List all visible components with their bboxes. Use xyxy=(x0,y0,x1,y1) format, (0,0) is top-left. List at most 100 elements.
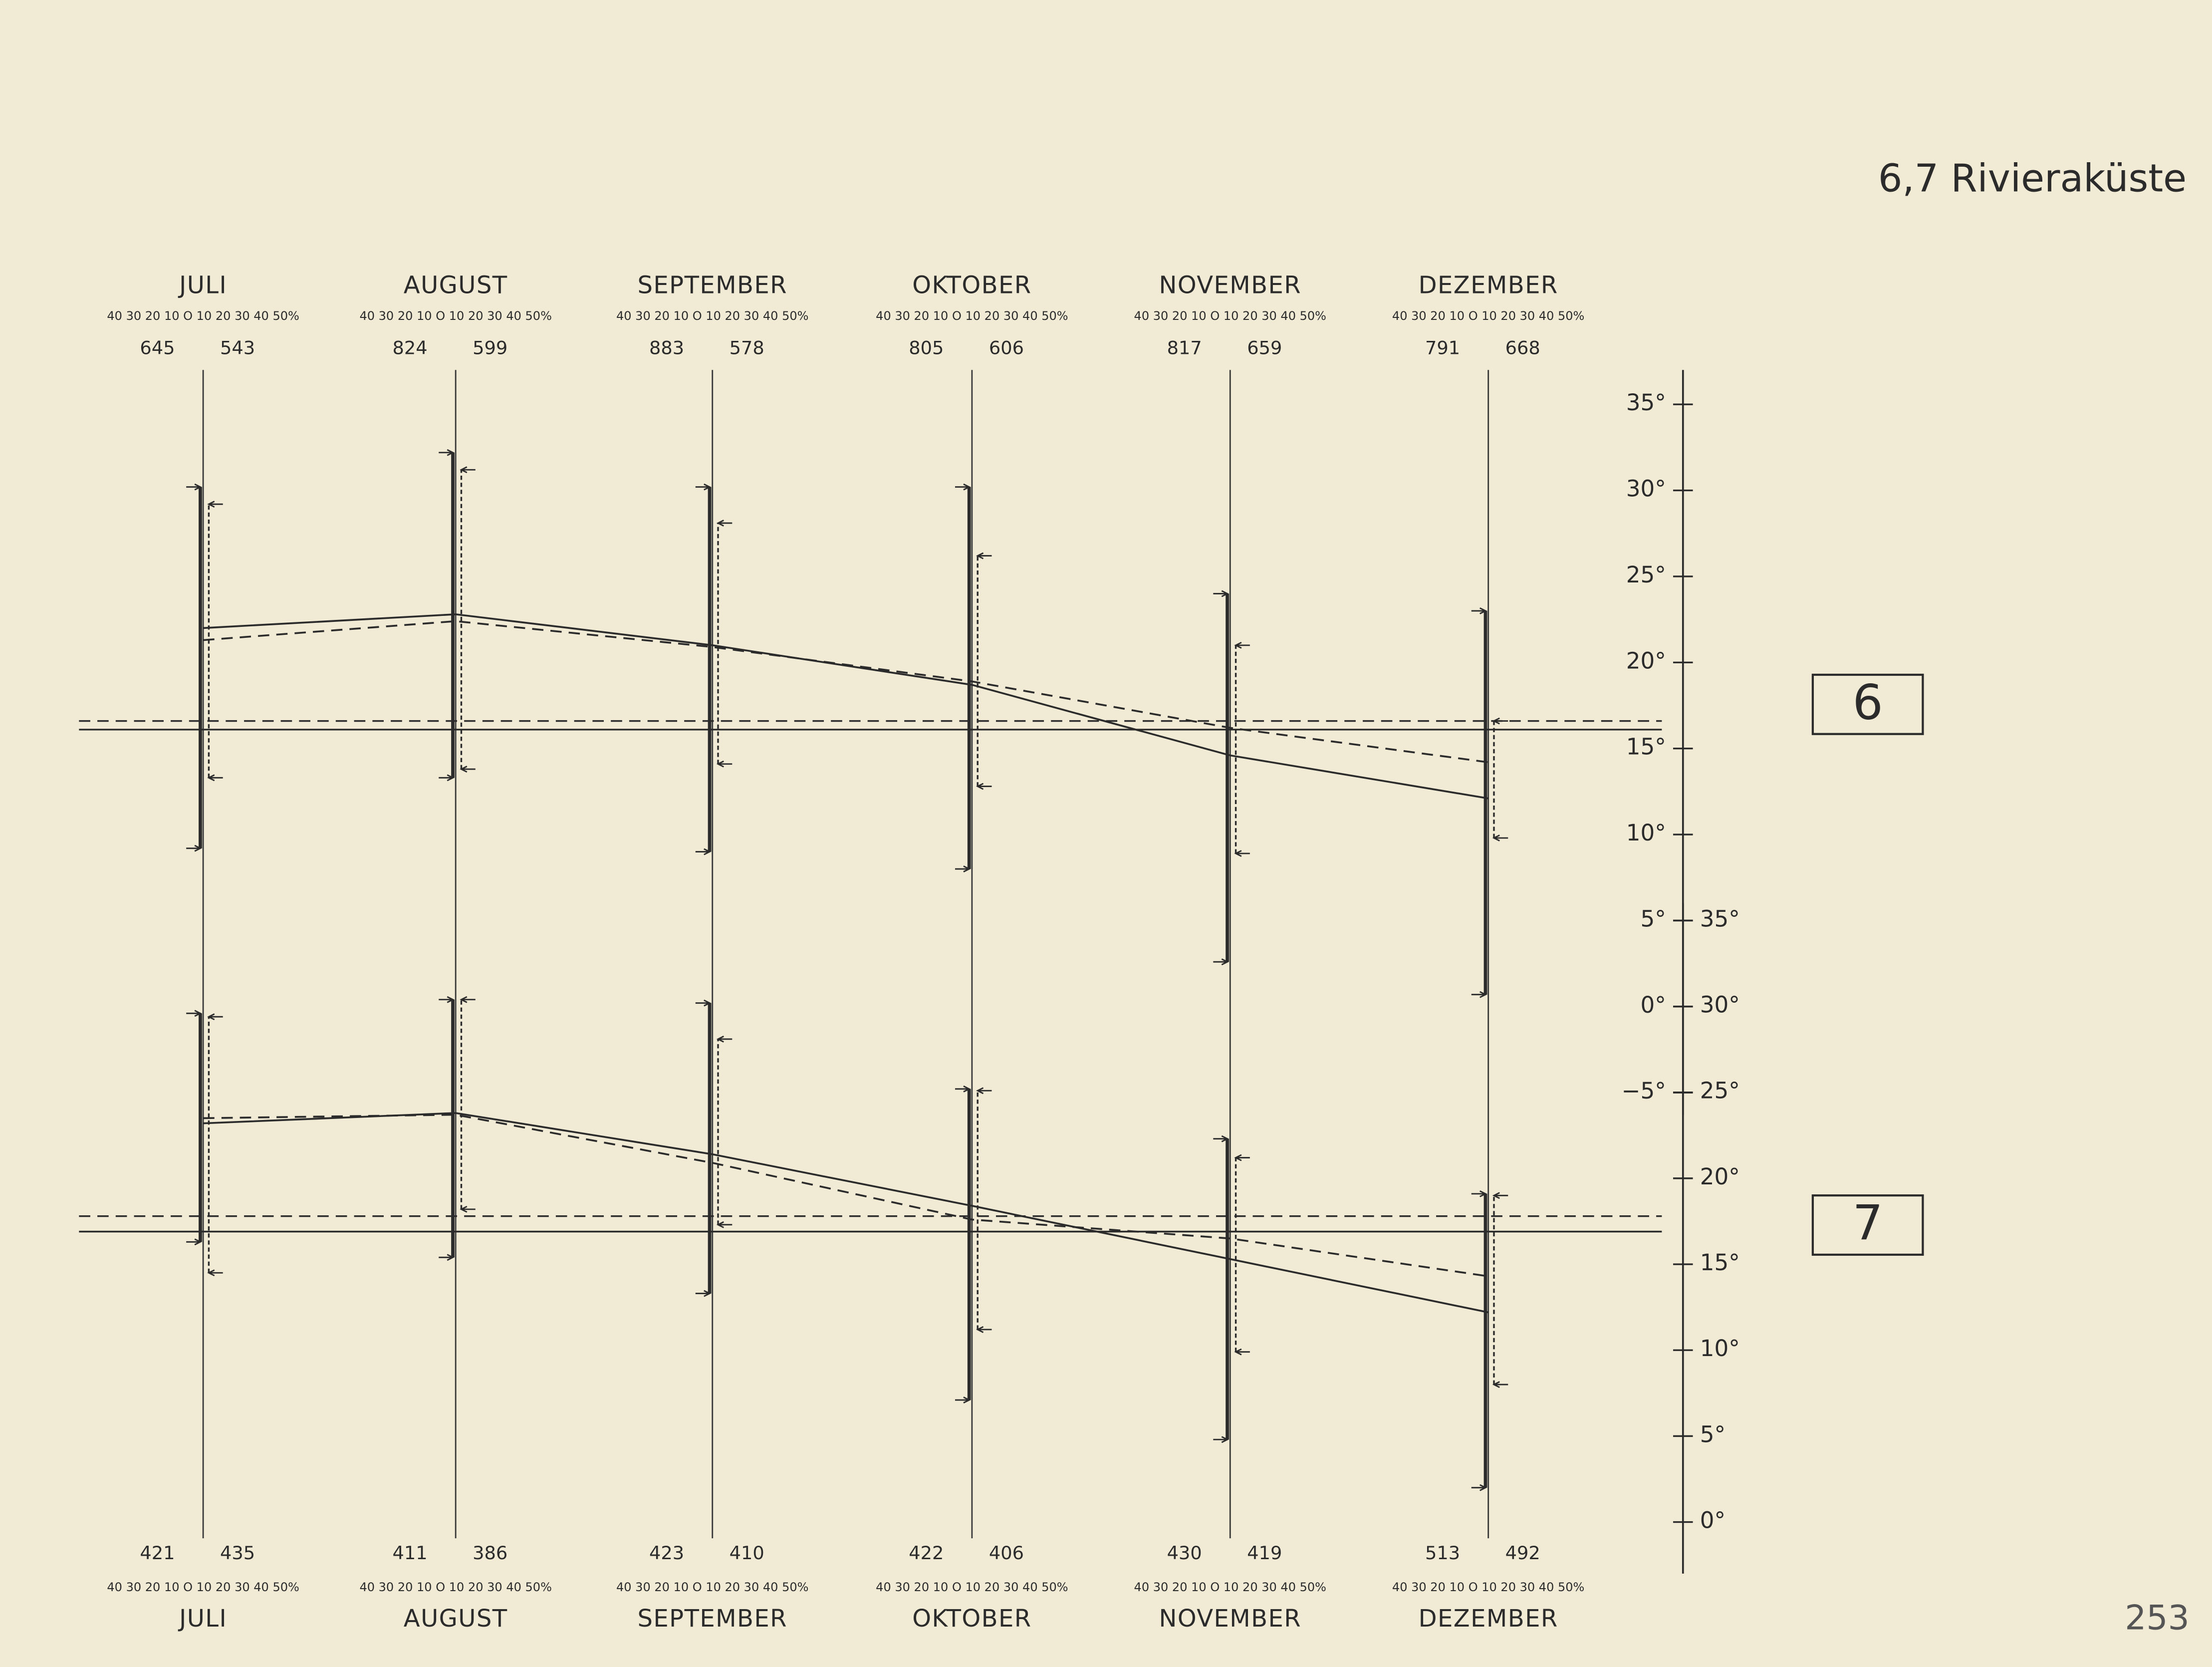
count-right: 406 xyxy=(989,1542,1024,1564)
month-label: NOVEMBER xyxy=(1159,1605,1301,1633)
y-tick-label: 15° xyxy=(1700,1249,1740,1276)
y-tick-label: 5° xyxy=(1640,905,1666,932)
extreme-arrow xyxy=(1471,1190,1487,1197)
count-right: 419 xyxy=(1247,1542,1282,1564)
scale-label: 40 30 20 10 O 10 20 30 40 50% xyxy=(1134,309,1326,323)
extreme-arrow xyxy=(976,552,992,559)
extreme-arrow xyxy=(955,483,971,491)
extreme-arrow xyxy=(716,1036,733,1043)
extreme-arrow xyxy=(460,766,476,773)
scale-label: 40 30 20 10 O 10 20 30 40 50% xyxy=(876,309,1068,323)
extreme-arrow xyxy=(1471,607,1487,614)
chart-label: 6 xyxy=(1853,675,1883,731)
count-left: 645 xyxy=(140,337,175,358)
count-right: 659 xyxy=(1247,337,1282,358)
count-right: 435 xyxy=(220,1542,255,1564)
count-left: 421 xyxy=(140,1542,175,1564)
y-tick-label: 25° xyxy=(1700,1078,1740,1104)
extreme-arrow xyxy=(976,1326,992,1333)
count-left: 423 xyxy=(649,1542,684,1564)
y-tick-label: 0° xyxy=(1700,1507,1725,1534)
month-label: NOVEMBER xyxy=(1159,271,1301,299)
count-right: 543 xyxy=(220,337,255,358)
y-tick-label: 0° xyxy=(1640,992,1666,1018)
extreme-arrow xyxy=(1213,590,1229,597)
extreme-arrow xyxy=(460,466,476,474)
extreme-arrow xyxy=(186,844,202,852)
count-right: 492 xyxy=(1505,1542,1540,1564)
extreme-arrow xyxy=(955,865,971,872)
count-left: 817 xyxy=(1167,337,1202,358)
count-left: 411 xyxy=(392,1542,427,1564)
scale-label: 40 30 20 10 O 10 20 30 40 50% xyxy=(876,1580,1068,1594)
extreme-arrow xyxy=(460,996,476,1003)
y-tick-label: 5° xyxy=(1700,1421,1725,1447)
page-number: 253 xyxy=(2125,1599,2190,1638)
chart-label-box xyxy=(1811,673,1924,735)
extreme-arrow xyxy=(1234,850,1250,857)
extreme-arrow xyxy=(1492,834,1508,841)
extreme-arrow xyxy=(460,1205,476,1213)
count-left: 791 xyxy=(1425,337,1460,358)
chart-label: 7 xyxy=(1853,1195,1883,1251)
y-tick-label: 10° xyxy=(1626,820,1666,846)
y-tick-label: −5° xyxy=(1622,1078,1666,1104)
scale-label: 40 30 20 10 O 10 20 30 40 50% xyxy=(1392,1580,1584,1594)
scale-label: 40 30 20 10 O 10 20 30 40 50% xyxy=(107,1580,299,1594)
extreme-arrow xyxy=(695,1290,712,1297)
extreme-arrow xyxy=(207,501,223,508)
extreme-arrow xyxy=(695,999,712,1007)
mean-line xyxy=(203,1113,1488,1277)
count-right: 578 xyxy=(730,337,764,358)
extreme-arrow xyxy=(439,449,455,456)
scale-label: 40 30 20 10 O 10 20 30 40 50% xyxy=(107,309,299,323)
count-left: 422 xyxy=(909,1542,944,1564)
scale-label: 40 30 20 10 O 10 20 30 40 50% xyxy=(1392,309,1584,323)
mean-line xyxy=(203,620,1488,764)
month-label: DEZEMBER xyxy=(1419,1605,1558,1633)
scale-label: 40 30 20 10 O 10 20 30 40 50% xyxy=(1134,1580,1326,1594)
extreme-arrow xyxy=(1213,958,1229,966)
y-tick-label: 35° xyxy=(1700,905,1740,932)
extreme-arrow xyxy=(1471,1484,1487,1491)
page-title: 6,7 Rivieraküste xyxy=(1878,156,2187,201)
extreme-arrow xyxy=(1492,1381,1508,1389)
extreme-arrow xyxy=(955,1396,971,1403)
extreme-arrow xyxy=(1213,1135,1229,1142)
extreme-arrow xyxy=(716,520,733,527)
count-left: 824 xyxy=(392,337,427,358)
y-tick-label: 25° xyxy=(1626,561,1666,588)
chart-label-box xyxy=(1811,1194,1924,1256)
extreme-arrow xyxy=(186,483,202,491)
count-left: 883 xyxy=(649,337,684,358)
extreme-arrow xyxy=(207,1013,223,1021)
month-label: OKTOBER xyxy=(912,271,1031,299)
scale-label: 40 30 20 10 O 10 20 30 40 50% xyxy=(616,309,808,323)
month-label: SEPTEMBER xyxy=(638,271,787,299)
month-label: DEZEMBER xyxy=(1419,271,1558,299)
extreme-arrow xyxy=(1492,1192,1508,1199)
scale-label: 40 30 20 10 O 10 20 30 40 50% xyxy=(616,1580,808,1594)
y-tick-label: 20° xyxy=(1700,1163,1740,1190)
scale-label: 40 30 20 10 O 10 20 30 40 50% xyxy=(359,309,551,323)
count-right: 668 xyxy=(1505,337,1540,358)
count-left: 513 xyxy=(1425,1542,1460,1564)
y-tick-label: 30° xyxy=(1700,992,1740,1018)
extreme-arrow xyxy=(439,996,455,1003)
extreme-arrow xyxy=(207,774,223,782)
extreme-arrow xyxy=(695,848,712,855)
extreme-arrow xyxy=(186,1238,202,1246)
extreme-arrow xyxy=(1471,991,1487,998)
extreme-arrow xyxy=(695,483,712,491)
count-left: 805 xyxy=(909,337,944,358)
extreme-arrow xyxy=(1213,1436,1229,1443)
extreme-arrow xyxy=(439,1254,455,1261)
extreme-arrow xyxy=(1234,641,1250,649)
y-tick-label: 35° xyxy=(1626,389,1666,416)
month-label: SEPTEMBER xyxy=(638,1605,787,1633)
y-tick-label: 10° xyxy=(1700,1335,1740,1362)
extreme-arrow xyxy=(207,1269,223,1277)
extreme-arrow xyxy=(186,1010,202,1017)
